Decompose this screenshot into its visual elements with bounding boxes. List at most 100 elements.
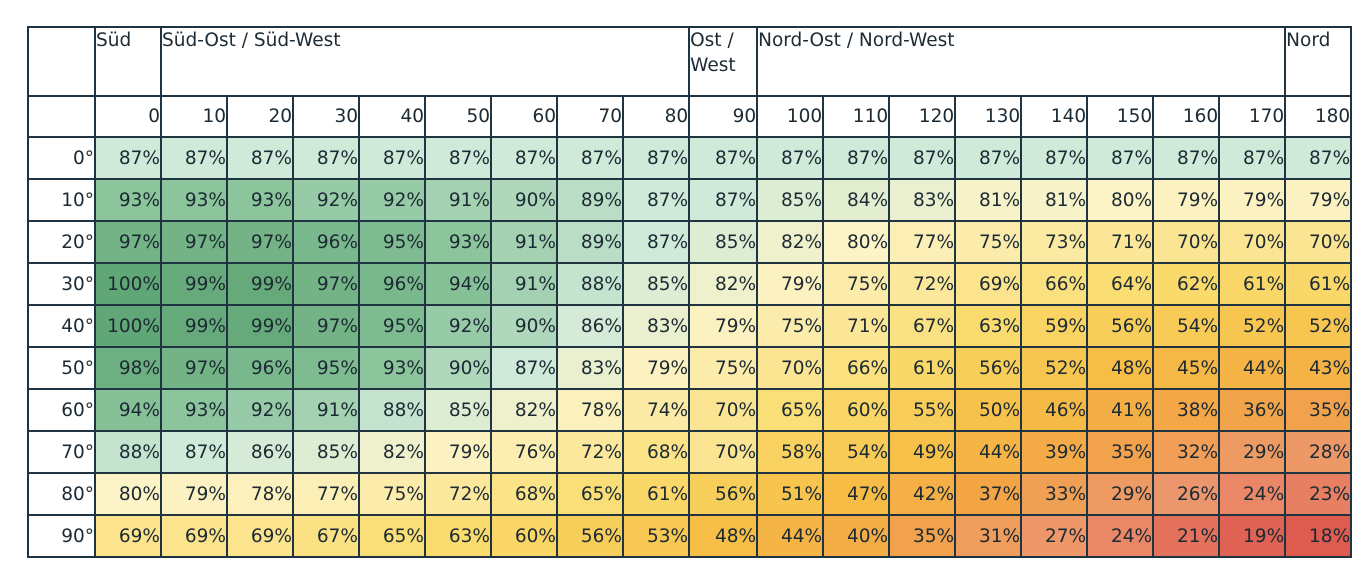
column-label: 140 — [1020, 95, 1089, 138]
heatmap-cell: 96% — [226, 346, 294, 390]
heatmap-cell: 51% — [756, 472, 825, 516]
heatmap-cell: 27% — [1020, 514, 1089, 558]
heatmap-cell: 93% — [160, 178, 228, 222]
heatmap-cell: 87% — [358, 136, 426, 180]
heatmap-cell: 87% — [556, 136, 624, 180]
heatmap-cell: 69% — [954, 262, 1023, 306]
heatmap-cell: 52% — [1284, 304, 1353, 348]
column-label: 180 — [1284, 95, 1353, 138]
heatmap-cell: 85% — [621, 262, 691, 306]
heatmap-cell: 87% — [226, 136, 294, 180]
heatmap-cell: 75% — [756, 304, 825, 348]
heatmap-cell: 81% — [954, 178, 1023, 222]
heatmap-cell: 84% — [822, 178, 891, 222]
heatmap-cell: 70% — [688, 430, 759, 474]
heatmap-cell: 79% — [1218, 178, 1287, 222]
column-label: 20 — [226, 95, 294, 138]
heatmap-cell: 85% — [756, 178, 825, 222]
heatmap-cell: 55% — [888, 388, 957, 432]
heatmap-cell: 87% — [424, 136, 492, 180]
heatmap-cell: 96% — [292, 220, 360, 264]
heatmap-cell: 87% — [490, 346, 558, 390]
heatmap-cell: 21% — [1152, 514, 1221, 558]
table-row: 40° 100% 99% 99% 97% 95% 92% 90% 86% 83% 79% 75% 71%… — [27, 304, 1353, 348]
column-label: 50 — [424, 95, 492, 138]
heatmap-cell: 80% — [94, 472, 162, 516]
heatmap-table: Süd Süd-Ost / Süd-West Ost / West Nord-Ost … — [27, 26, 1353, 558]
row-label: 80° — [27, 472, 96, 516]
heatmap-cell: 87% — [621, 136, 691, 180]
heatmap-cell: 24% — [1086, 514, 1155, 558]
heatmap-cell: 87% — [1020, 136, 1089, 180]
row-label: 40° — [27, 304, 96, 348]
heatmap-cell: 85% — [424, 388, 492, 432]
heatmap-cell: 76% — [490, 430, 558, 474]
column-label: 150 — [1086, 95, 1155, 138]
column-label: 160 — [1152, 95, 1221, 138]
heatmap-cell: 62% — [1152, 262, 1221, 306]
heatmap-cell: 43% — [1284, 346, 1353, 390]
heatmap-cell: 87% — [292, 136, 360, 180]
heatmap-cell: 44% — [954, 430, 1023, 474]
heatmap-cell: 66% — [822, 346, 891, 390]
heatmap-cell: 97% — [160, 220, 228, 264]
heatmap-cell: 32% — [1152, 430, 1221, 474]
column-label: 30 — [292, 95, 360, 138]
heatmap-cell: 83% — [888, 178, 957, 222]
heatmap-cell: 100% — [94, 262, 162, 306]
heatmap-cell: 91% — [424, 178, 492, 222]
heatmap-cell: 96% — [358, 262, 426, 306]
heatmap-cell: 40% — [822, 514, 891, 558]
heatmap-cell: 79% — [621, 346, 691, 390]
heatmap-cell: 89% — [556, 178, 624, 222]
heatmap-cell: 85% — [292, 430, 360, 474]
heatmap-cell: 93% — [94, 178, 162, 222]
heatmap-cell: 94% — [94, 388, 162, 432]
heatmap-cell: 24% — [1218, 472, 1287, 516]
table-row: 20° 97% 97% 97% 96% 95% 93% 91% 89% 87% 85% 82% 80% 7… — [27, 220, 1353, 264]
heatmap-cell: 46% — [1020, 388, 1089, 432]
heatmap-cell: 87% — [1086, 136, 1155, 180]
heatmap-cell: 75% — [954, 220, 1023, 264]
heatmap-cell: 97% — [226, 220, 294, 264]
heatmap-cell: 59% — [1020, 304, 1089, 348]
heatmap-cell: 97% — [160, 346, 228, 390]
heatmap-cell: 99% — [226, 262, 294, 306]
row-label: 60° — [27, 388, 96, 432]
heatmap-cell: 87% — [490, 136, 558, 180]
row-label: 0° — [27, 136, 96, 180]
heatmap-cell: 54% — [1152, 304, 1221, 348]
heatmap-cell: 79% — [424, 430, 492, 474]
heatmap-cell: 35% — [888, 514, 957, 558]
heatmap-cell: 87% — [756, 136, 825, 180]
heatmap-cell: 93% — [160, 388, 228, 432]
heatmap-cell: 48% — [688, 514, 759, 558]
heatmap-cell: 44% — [1218, 346, 1287, 390]
heatmap-cell: 77% — [292, 472, 360, 516]
column-label: 120 — [888, 95, 957, 138]
heatmap-cell: 73% — [1020, 220, 1089, 264]
heatmap-cell: 56% — [954, 346, 1023, 390]
heatmap-cell: 41% — [1086, 388, 1155, 432]
column-label: 80 — [621, 95, 691, 138]
heatmap-cell: 97% — [94, 220, 162, 264]
heatmap-cell: 92% — [424, 304, 492, 348]
heatmap-cell: 19% — [1218, 514, 1287, 558]
heatmap-cell: 95% — [358, 220, 426, 264]
column-label: 70 — [556, 95, 624, 138]
heatmap-cell: 82% — [490, 388, 558, 432]
heatmap-cell: 88% — [94, 430, 162, 474]
heatmap-cell: 94% — [424, 262, 492, 306]
heatmap-cell: 56% — [688, 472, 759, 516]
heatmap-cell: 67% — [292, 514, 360, 558]
heatmap-cell: 71% — [822, 304, 891, 348]
heatmap-cell: 86% — [226, 430, 294, 474]
heatmap-cell: 87% — [1218, 136, 1287, 180]
heatmap-cell: 35% — [1284, 388, 1353, 432]
heatmap-cell: 79% — [160, 472, 228, 516]
heatmap-cell: 87% — [160, 430, 228, 474]
heatmap-cell: 83% — [556, 346, 624, 390]
heatmap-cell: 63% — [424, 514, 492, 558]
heatmap-cell: 85% — [688, 220, 759, 264]
heatmap-cell: 95% — [292, 346, 360, 390]
